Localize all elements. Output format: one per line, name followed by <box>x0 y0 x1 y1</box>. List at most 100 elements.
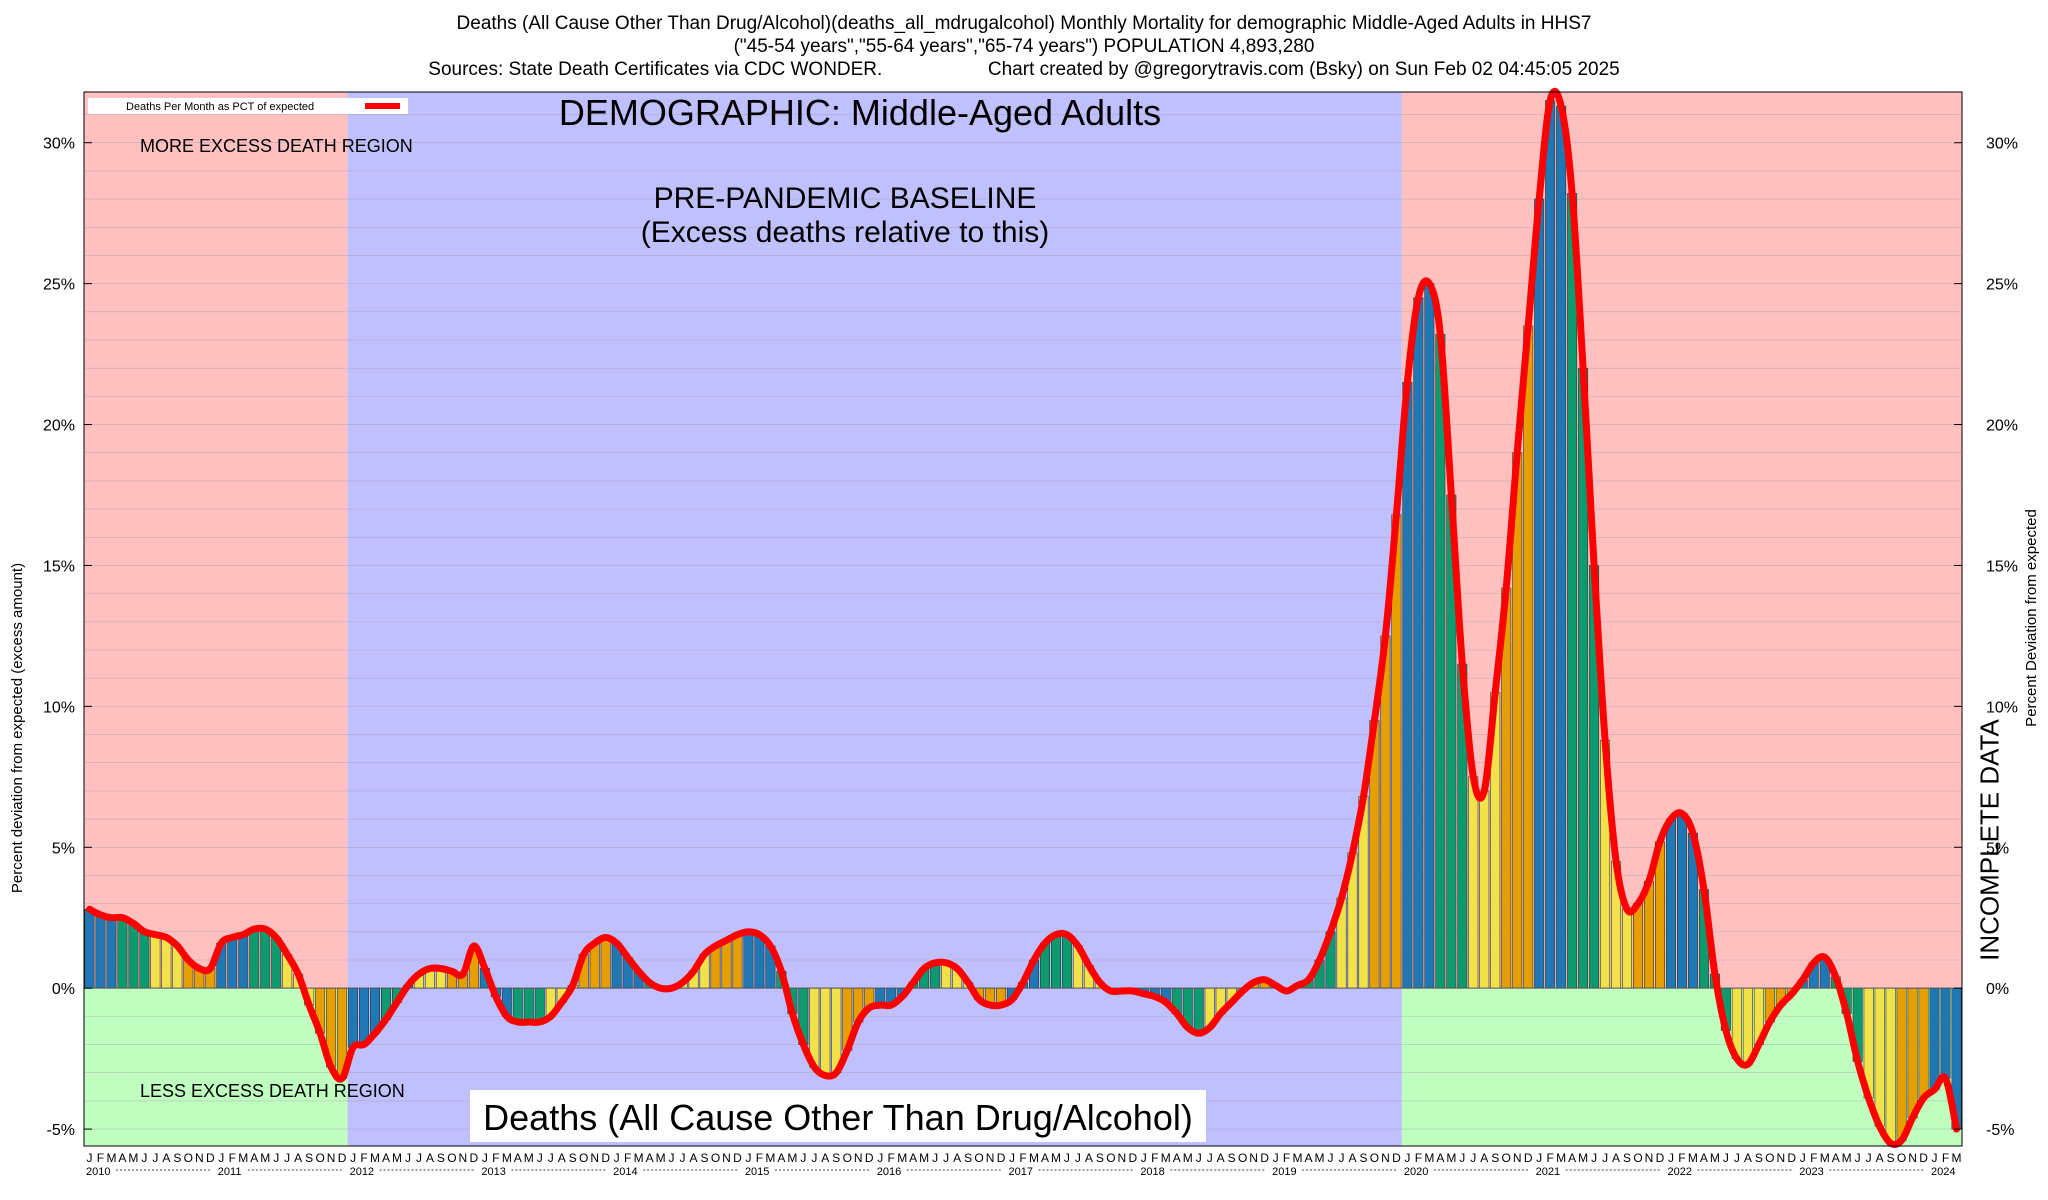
x-month-label: J <box>273 1151 279 1165</box>
x-month-label: A <box>382 1151 390 1165</box>
x-month-label: M <box>502 1151 512 1165</box>
bar <box>1633 903 1644 989</box>
x-month-label: D <box>470 1151 479 1165</box>
bar <box>1622 908 1633 989</box>
chart-subtitle: ("45-54 years","55-64 years","65-74 year… <box>733 36 1315 57</box>
x-year-label-bg <box>1006 1164 1039 1177</box>
plot-frame <box>83 91 1963 1147</box>
x-month-label: J <box>1591 1151 1597 1165</box>
x-month-label: M <box>106 1151 116 1165</box>
x-month-label: J <box>1723 1151 1729 1165</box>
bar <box>1534 198 1545 989</box>
bar <box>1061 934 1072 989</box>
x-month-label: M <box>260 1151 270 1165</box>
y-tick-label-right: 15% <box>1986 558 2018 575</box>
bar <box>754 934 765 989</box>
x-year-label-bg <box>611 1164 644 1177</box>
x-month-label: J <box>1470 1151 1476 1165</box>
x-month-label: J <box>932 1151 938 1165</box>
x-month-label: D <box>997 1151 1006 1165</box>
bar <box>1435 334 1446 989</box>
x-month-label: J <box>1196 1151 1202 1165</box>
x-month-label: O <box>1897 1151 1906 1165</box>
x-month-label: J <box>482 1151 488 1165</box>
x-month-label: M <box>392 1151 402 1165</box>
incomplete-data-label: INCOMPLETE DATA <box>1974 718 2004 960</box>
x-month-label: A <box>646 1151 654 1165</box>
x-month-label: A <box>426 1151 434 1165</box>
x-month-label: A <box>1568 1151 1576 1165</box>
x-month-label: F <box>1415 1151 1422 1165</box>
x-year-label: 2017 <box>1009 1166 1033 1178</box>
y-tick-label-left: 15% <box>43 558 75 575</box>
x-month-label: F <box>624 1151 631 1165</box>
bar <box>1918 987 1929 1099</box>
bar <box>1874 987 1885 1127</box>
bar <box>260 928 271 989</box>
incomplete-data-region: INCOMPLETE DATA <box>1974 718 2004 960</box>
more-excess-region-left <box>84 92 348 989</box>
chart-header: Deaths (All Cause Other Than Drug/Alcoho… <box>0 12 2048 81</box>
x-month-label: J <box>141 1151 147 1165</box>
x-month-label: N <box>722 1151 731 1165</box>
bar <box>1424 283 1435 989</box>
x-month-label: M <box>897 1151 907 1165</box>
x-month-label: O <box>1370 1151 1379 1165</box>
bar <box>743 931 754 989</box>
x-month-label: M <box>1029 1151 1039 1165</box>
x-month-label: J <box>86 1151 92 1165</box>
bar <box>1556 105 1567 989</box>
x-month-label: J <box>548 1151 554 1165</box>
bar <box>1468 776 1479 989</box>
x-month-label: O <box>579 1151 588 1165</box>
x-month-label: O <box>1502 1151 1511 1165</box>
y-axis-label-left: Percent deviation from expected (excess … <box>9 563 26 893</box>
y-tick-label-right: 30% <box>1986 136 2018 153</box>
x-month-label: S <box>1228 1151 1236 1165</box>
x-month-label: M <box>1183 1151 1193 1165</box>
x-year-label-bg <box>874 1164 907 1177</box>
x-month-label: A <box>1085 1151 1093 1165</box>
x-year-label: 2022 <box>1667 1166 1691 1178</box>
x-month-label: N <box>195 1151 204 1165</box>
y-tick-label-left: 10% <box>43 699 75 716</box>
x-month-label: M <box>919 1151 929 1165</box>
bar <box>106 917 117 989</box>
x-month-label: F <box>97 1151 104 1165</box>
x-month-label: J <box>1064 1151 1070 1165</box>
x-month-label: J <box>1536 1151 1542 1165</box>
x-month-label: F <box>756 1151 763 1165</box>
x-month-label: O <box>184 1151 193 1165</box>
bar <box>1479 790 1490 989</box>
x-year-label-bg <box>1665 1164 1698 1177</box>
x-year-label: 2023 <box>1799 1166 1823 1178</box>
y-tick-label-left: 0% <box>52 981 75 998</box>
x-year-label: 2014 <box>613 1166 637 1178</box>
bar <box>721 939 732 989</box>
x-month-label: D <box>1787 1151 1796 1165</box>
x-month-label: N <box>1645 1151 1654 1165</box>
x-month-label: A <box>294 1151 302 1165</box>
less-excess-region-left <box>84 988 348 1146</box>
x-month-label: N <box>986 1151 995 1165</box>
x-month-label: M <box>128 1151 138 1165</box>
bar <box>238 934 249 989</box>
x-month-label: M <box>1556 1151 1566 1165</box>
x-month-label: A <box>821 1151 829 1165</box>
x-month-label: O <box>711 1151 720 1165</box>
x-year-label: 2016 <box>877 1166 901 1178</box>
x-year-label-bg <box>479 1164 512 1177</box>
x-month-label: A <box>1305 1151 1313 1165</box>
y-tick-label-right: 10% <box>1986 699 2018 716</box>
x-month-label: S <box>305 1151 313 1165</box>
x-month-label: D <box>1392 1151 1401 1165</box>
x-month-label: A <box>558 1151 566 1165</box>
x-month-label: J <box>1459 1151 1465 1165</box>
x-month-label: J <box>614 1151 620 1165</box>
x-year-label: 2010 <box>86 1166 110 1178</box>
x-month-label: D <box>1260 1151 1269 1165</box>
x-month-label: D <box>1128 1151 1137 1165</box>
x-month-label: N <box>1381 1151 1390 1165</box>
chart-title: Deaths (All Cause Other Than Drug/Alcoho… <box>456 13 1592 34</box>
